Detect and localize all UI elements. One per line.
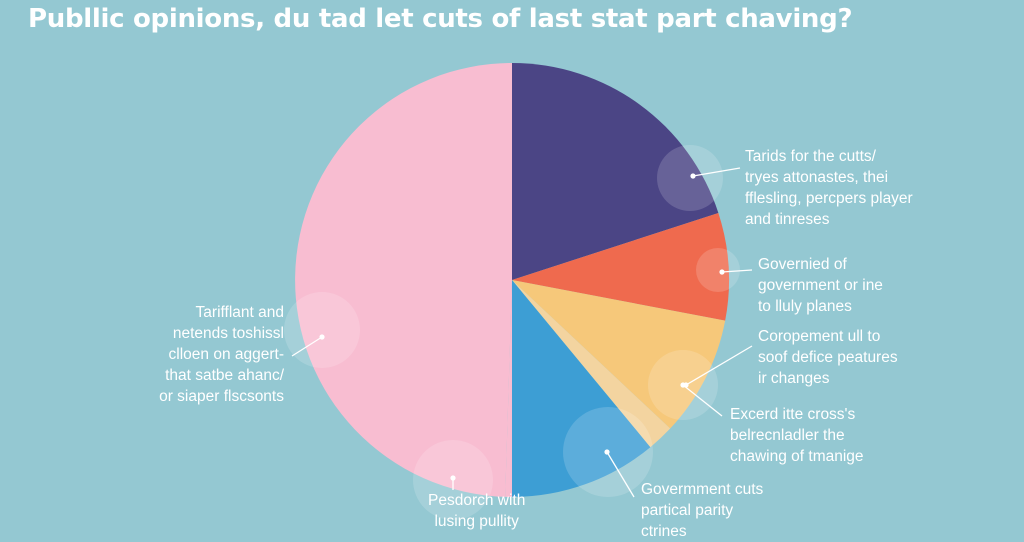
slice-label-line: Governied of bbox=[758, 256, 847, 273]
leader-dot-4 bbox=[680, 382, 686, 388]
slice-label-4: Excerd itte cross's belrecnladler the chaw… bbox=[730, 404, 864, 467]
pie-slice-4 bbox=[512, 280, 671, 448]
slice-label-line: Coropement ull to bbox=[758, 328, 881, 345]
pie-slice-5 bbox=[512, 280, 651, 497]
slice-label-line: fflesling, percpers player bbox=[745, 190, 913, 207]
slice-label-line: Pesdorch with bbox=[428, 492, 526, 509]
slice-label-line: that satbe ahanc/ bbox=[165, 367, 284, 384]
glow-highlight-2 bbox=[696, 248, 740, 292]
slice-label-3: Coropement ull to soof defice peatures ir … bbox=[758, 326, 898, 389]
leader-line-4 bbox=[682, 384, 723, 417]
slice-label-line: tryes attonastes, thei bbox=[745, 169, 889, 186]
glow-highlight-6 bbox=[284, 292, 360, 368]
slice-label-6: Pesdorch with lusing pullity bbox=[428, 490, 525, 532]
slice-label-line: belrecnladler the bbox=[730, 427, 845, 444]
slice-label-line: government or ine bbox=[758, 277, 883, 294]
slice-label-line: chawing of tmanige bbox=[730, 448, 864, 465]
pie-slice-7 bbox=[295, 63, 512, 497]
leader-dot-7 bbox=[319, 334, 325, 340]
leader-line-3 bbox=[685, 345, 753, 386]
glow-highlight-1 bbox=[657, 145, 723, 211]
slice-label-line: clloen on aggert- bbox=[168, 346, 284, 363]
leader-dot-2 bbox=[719, 269, 725, 275]
leader-dot-1 bbox=[690, 173, 696, 179]
leader-line-5 bbox=[606, 451, 635, 498]
slice-label-line: Excerd itte cross's bbox=[730, 406, 856, 423]
slice-label-line: ctrines bbox=[641, 523, 687, 540]
slice-label-line: ir changes bbox=[758, 370, 830, 387]
leader-line-7 bbox=[291, 336, 323, 357]
slice-label-line: partical parity bbox=[641, 502, 734, 519]
leader-dot-5 bbox=[604, 449, 610, 455]
slice-label-line: lusing pullity bbox=[434, 513, 519, 530]
pie-slice-6 bbox=[505, 280, 512, 497]
slice-label-line: or siaper flscsonts bbox=[159, 388, 284, 405]
leader-line-2 bbox=[721, 269, 753, 273]
pie-slice-3 bbox=[512, 280, 726, 429]
chart-title: Publlic opinions, du tad let cuts of las… bbox=[28, 4, 853, 34]
slice-label-line: Govermment cuts bbox=[641, 481, 764, 498]
slice-label-line: soof defice peatures bbox=[758, 349, 898, 366]
leader-dot-6 bbox=[450, 475, 456, 481]
slice-label-line: netends toshissl bbox=[172, 325, 284, 342]
slice-label-line: Tarifflant and bbox=[195, 304, 284, 321]
slice-label-line: and tinreses bbox=[745, 211, 830, 228]
slice-label-line: Tarids for the cutts/ bbox=[745, 148, 876, 165]
slice-label-line: to lluly planes bbox=[758, 298, 852, 315]
pie-slice-2 bbox=[512, 212, 730, 321]
pie-slice-1 bbox=[512, 63, 719, 280]
slice-label-2: Governied of government or ine to lluly pl… bbox=[758, 254, 883, 317]
slice-label-7: Tarifflant and netends toshissl clloen on … bbox=[12, 302, 284, 407]
slice-label-1: Tarids for the cutts/tryes attonastes, t… bbox=[745, 146, 913, 230]
leader-line-1 bbox=[692, 167, 741, 177]
slice-label-5: Govermment cuts partical parity ctrines bbox=[641, 479, 763, 542]
